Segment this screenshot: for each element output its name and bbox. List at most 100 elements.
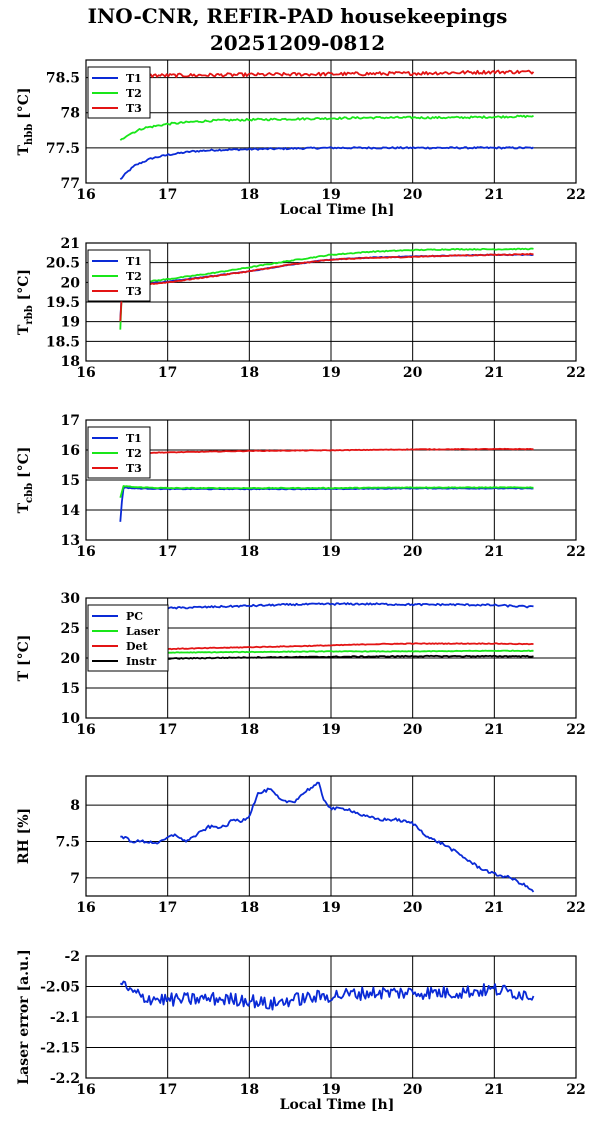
plot-frame: [85, 955, 577, 1079]
y-tick-label: 20.5: [46, 256, 80, 272]
legend-label: Det: [126, 640, 149, 653]
legend-label: T1: [126, 255, 142, 268]
y-axis-label: Thbb [°C]: [16, 88, 35, 156]
series-line-T2: [119, 114, 534, 141]
x-tick-label: 19: [321, 544, 340, 560]
x-tick-label: 22: [566, 187, 585, 203]
series-line-Det: [120, 642, 534, 652]
legend-label: T2: [126, 447, 142, 460]
y-tick-label: 19: [61, 315, 80, 331]
x-tick-label: 21: [485, 900, 504, 916]
legend-label: T1: [126, 432, 142, 445]
y-axis-label-sub: hbb: [24, 124, 35, 145]
series-line-T1: [119, 253, 534, 321]
y-tick-label: -2.05: [40, 980, 80, 996]
legend-label: T3: [126, 462, 142, 475]
x-tick-label: 18: [240, 187, 259, 203]
y-axis-label: Tcbb [°C]: [16, 447, 35, 514]
x-tick-label: 20: [403, 1082, 423, 1098]
y-axis-label-main: T: [16, 144, 32, 155]
chart-panel-1: 16 17 18 19 20 21 22 77 77.5 78 78.5 Local Time [h]…: [16, 59, 586, 218]
y-axis-label-sub: rbb: [24, 305, 35, 324]
x-tick-label: 19: [321, 900, 340, 916]
y-tick-label: -2: [64, 949, 80, 965]
series-line-T3: [134, 447, 534, 455]
x-tick-label: 18: [240, 1082, 259, 1098]
series-line-T3: [119, 69, 535, 78]
y-axis-label-unit: [°C]: [16, 447, 32, 483]
chart-panel-3: 16 17 18 19 20 21 22 13 14 15 16 17 Tcbb [°C] T1 T2 T3: [16, 413, 586, 560]
y-tick-label: 25: [61, 621, 80, 637]
x-tick-label: 21: [485, 1082, 504, 1098]
y-tick-label: -2.2: [50, 1071, 80, 1087]
y-axis-label-unit: [°C]: [16, 88, 32, 124]
y-tick-label: 20: [61, 275, 81, 291]
x-tick-label: 21: [485, 544, 504, 560]
x-tick-label: 21: [485, 365, 504, 381]
y-tick-label: 16: [61, 443, 80, 459]
x-tick-label: 17: [158, 187, 177, 203]
legend: T1 T2 T3: [87, 66, 151, 119]
plot-frame: [85, 242, 577, 362]
legend-label: PC: [126, 610, 143, 623]
x-tick-label: 16: [76, 187, 95, 203]
x-tick-label: 16: [76, 900, 95, 916]
x-tick-label: 20: [403, 722, 423, 738]
y-tick-label: 14: [61, 503, 81, 519]
x-tick-label: 18: [240, 365, 259, 381]
y-tick-label: 20: [61, 651, 81, 667]
legend-label: T2: [126, 87, 142, 100]
y-axis-label-sub: cbb: [24, 483, 35, 503]
y-axis-label: RH [%]: [16, 808, 32, 864]
y-tick-label: 18.5: [46, 334, 80, 350]
y-tick-label: 8: [70, 798, 80, 814]
x-tick-label: 18: [240, 900, 259, 916]
plot-frame: [85, 419, 577, 541]
y-tick-label: 15: [61, 473, 80, 489]
y-tick-label: 17: [61, 413, 80, 429]
series-line-T1: [119, 486, 534, 522]
y-axis-label-main: T [°C]: [16, 635, 32, 682]
y-axis-label: Laser error [a.u.]: [16, 949, 32, 1084]
y-tick-label: 10: [61, 711, 81, 727]
chart-panel-4: 16 17 18 19 20 21 22 10 15 20 25 30 T [°C] PC Laser Det…: [16, 591, 586, 738]
y-tick-label: 78.5: [46, 71, 80, 87]
x-tick-label: 16: [76, 365, 95, 381]
x-tick-label: 17: [158, 1082, 177, 1098]
y-tick-label: 77.5: [46, 141, 80, 157]
x-tick-label: 22: [566, 900, 585, 916]
series-line-PC: [119, 602, 534, 611]
x-tick-label: 22: [566, 365, 585, 381]
y-tick-label: 78: [61, 106, 80, 122]
plot-frame: [85, 775, 577, 897]
x-tick-label: 16: [76, 544, 95, 560]
series-line-Instr: [119, 654, 534, 661]
y-axis-label-main: Laser error [a.u.]: [16, 949, 32, 1084]
y-tick-label: 13: [61, 533, 80, 549]
x-tick-label: 19: [321, 365, 340, 381]
y-axis-label-unit: [°C]: [16, 269, 32, 305]
x-axis-label: Local Time [h]: [280, 1097, 395, 1113]
y-axis-label: Trbb [°C]: [16, 269, 35, 335]
legend-label: T3: [126, 102, 142, 115]
x-tick-label: 19: [321, 722, 340, 738]
x-tick-label: 22: [566, 722, 585, 738]
y-axis-label-main: T: [16, 324, 32, 335]
x-tick-label: 19: [321, 1082, 340, 1098]
legend: T1 T2 T3: [87, 249, 151, 302]
legend-label: T1: [126, 72, 142, 85]
x-tick-label: 21: [485, 187, 504, 203]
x-tick-label: 17: [158, 544, 177, 560]
legend-label: T2: [126, 270, 142, 283]
plot-frame: [85, 59, 577, 184]
y-tick-label: 7: [70, 871, 80, 887]
x-axis-label: Local Time [h]: [280, 202, 395, 218]
x-tick-label: 20: [403, 900, 423, 916]
y-tick-label: 77: [61, 176, 80, 192]
series-line-T2: [119, 485, 534, 498]
legend-label: Instr: [126, 655, 156, 668]
x-tick-label: 18: [240, 722, 259, 738]
x-tick-label: 17: [158, 722, 177, 738]
